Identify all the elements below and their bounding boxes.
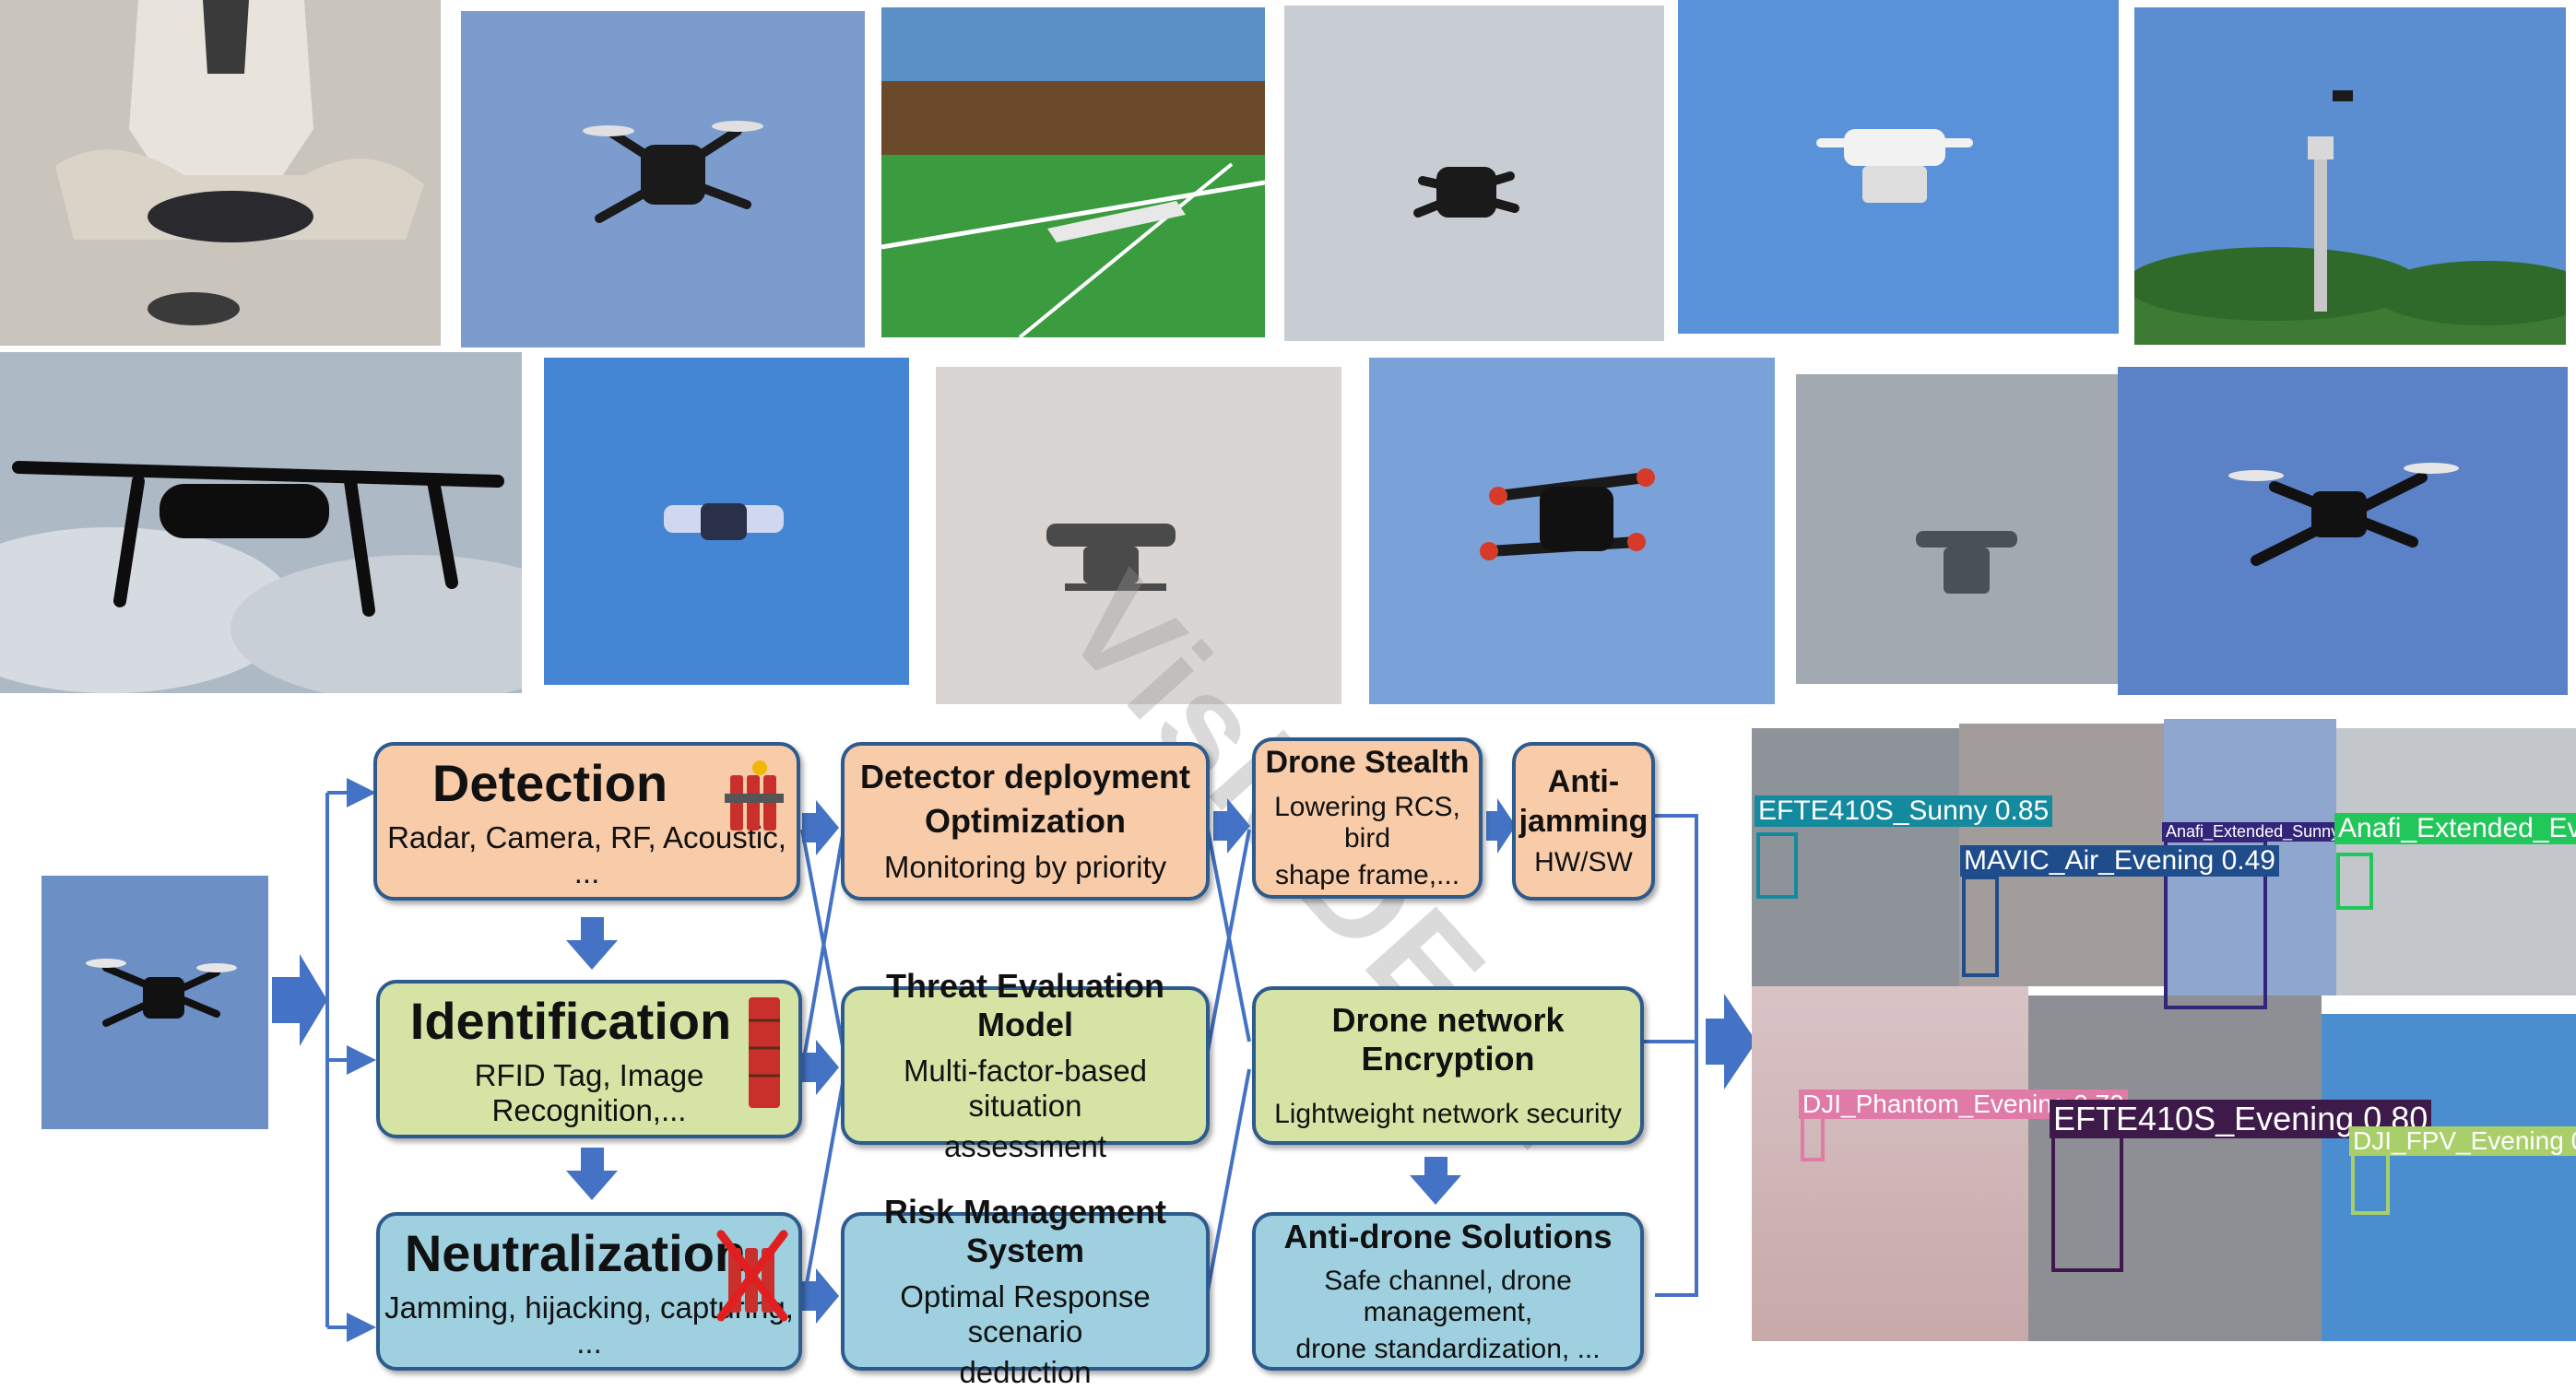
- stealth-title: Drone Stealth: [1265, 745, 1470, 780]
- photo-drone-grey-noisy: [1796, 374, 2146, 684]
- risk-management-box: Risk Management System Optimal Response …: [841, 1193, 1210, 1389]
- dynamite-icon: [725, 760, 784, 830]
- detection-bbox-1: [1756, 832, 1798, 899]
- photo-drone-blue-sky-1: [461, 11, 865, 348]
- identification-sub: RFID Tag, Image Recognition,...: [474, 1057, 704, 1127]
- threat-evaluation-box: Threat Evaluation Model Multi-factor-bas…: [841, 967, 1210, 1163]
- result-image-6: [2028, 995, 2322, 1341]
- solutions-title: Anti-drone Solutions: [1283, 1218, 1613, 1255]
- photo-drone-blue-sky-2: [2118, 367, 2568, 695]
- threat-sub-1: Multi-factor-based situation: [903, 1054, 1148, 1123]
- photo-drone-red-rotors: [1369, 358, 1775, 704]
- photo-drone-white-blue-sky: [1678, 0, 2119, 334]
- anti-drone-solutions-box: Anti-drone Solutions Safe channel, drone…: [1252, 1212, 1644, 1371]
- photo-drone-cloudy-closeup: [0, 352, 522, 693]
- dynamite-icon: [749, 997, 780, 1108]
- encryption-sub: Lightweight network security: [1274, 1099, 1622, 1129]
- detection-sub: Radar, Camera, RF, Acoustic, ...: [387, 819, 786, 889]
- neutralization-title: Neutralization: [404, 1223, 747, 1282]
- detection-label-2: MAVIC_Air_Evening 0.49: [1960, 845, 2279, 877]
- photo-drone-small-blue: [544, 358, 909, 685]
- anti-jamming-box: Anti- jamming HW/SW: [1512, 742, 1655, 901]
- detection-bbox-4: [2336, 853, 2373, 910]
- photo-person-assembling-drone: [0, 0, 441, 346]
- deployment-title-1: Detector deployment: [859, 758, 1191, 795]
- encryption-title: Drone network Encryption: [1331, 1001, 1565, 1078]
- stealth-sub-2: shape frame,...: [1274, 860, 1460, 890]
- photo-drone-blurry-pale: [936, 367, 1341, 704]
- network-encryption-box: Drone network Encryption Lightweight net…: [1252, 986, 1644, 1145]
- deployment-title-2: Optimization: [925, 802, 1126, 840]
- detection-label-1: EFTE410S_Sunny 0.85: [1755, 795, 2053, 827]
- input-drone-image: [41, 876, 268, 1129]
- result-image-5: [1752, 986, 2028, 1341]
- detection-bbox-2: [1962, 876, 1999, 977]
- detection-bbox-5: [1801, 1115, 1825, 1161]
- detection-bbox-6: [2051, 1134, 2123, 1272]
- risk-title: Risk Management System: [883, 1193, 1167, 1269]
- photo-drone-over-pole: [2134, 7, 2566, 345]
- result-image-7: [2322, 1014, 2576, 1341]
- threat-title: Threat Evaluation Model: [885, 967, 1165, 1043]
- risk-sub-1: Optimal Response scenario: [900, 1279, 1151, 1349]
- neutralization-box: Neutralization Jamming, hijacking, captu…: [376, 1212, 802, 1371]
- stealth-sub-1: Lowering RCS, bird: [1274, 792, 1460, 854]
- detection-box: Detection Radar, Camera, RF, Acoustic, .…: [373, 742, 800, 901]
- detection-label-4: Anafi_Extended_Evening 0.90: [2334, 813, 2576, 844]
- detection-label-7: DJI_FPV_Evening 0.86: [2349, 1126, 2576, 1156]
- solutions-sub-2: drone standardization, ...: [1295, 1334, 1601, 1364]
- detection-label-3: Anafi_Extended_Sunny 0.90: [2162, 822, 2381, 842]
- deployment-sub: Monitoring by priority: [883, 850, 1167, 884]
- risk-sub-2: deduction: [959, 1355, 1092, 1389]
- identification-title: Identification: [409, 991, 732, 1050]
- threat-sub-2: assessment: [943, 1129, 1107, 1163]
- antijam-title-2: jamming: [1518, 804, 1648, 839]
- result-image-1: [1752, 728, 1959, 986]
- identification-box: Identification RFID Tag, Image Recogniti…: [376, 980, 802, 1138]
- crossed-dynamite-icon: [716, 1230, 788, 1322]
- drone-stealth-box: Drone Stealth Lowering RCS, bird shape f…: [1252, 737, 1483, 899]
- antijam-sub: HW/SW: [1534, 847, 1633, 878]
- antijam-title-1: Anti-: [1547, 764, 1620, 799]
- detection-bbox-7: [2351, 1152, 2390, 1215]
- detector-deployment-box: Detector deployment Optimization Monitor…: [841, 742, 1210, 901]
- solutions-sub-1: Safe channel, drone management,: [1324, 1266, 1572, 1327]
- detection-title: Detection: [431, 753, 668, 812]
- photo-drone-grass-field: [881, 7, 1265, 337]
- photo-drone-grey-sky: [1284, 6, 1664, 341]
- result-image-4: [2336, 728, 2576, 995]
